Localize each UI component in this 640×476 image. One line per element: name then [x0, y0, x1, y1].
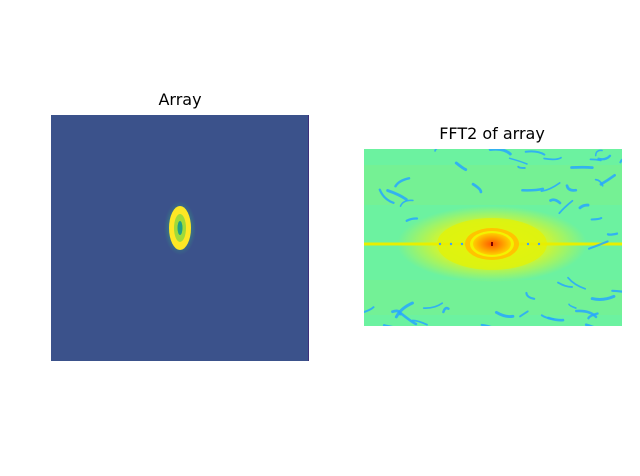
left-chart-title: Array	[158, 90, 202, 109]
speckle-mark	[584, 323, 595, 326]
speckle-mark	[549, 198, 562, 205]
left-heatmap	[51, 115, 309, 361]
speckle-mark	[394, 177, 411, 188]
speckle-mark	[517, 165, 526, 169]
speckle-mark	[587, 312, 599, 320]
line-dot	[526, 242, 530, 246]
speckle-mark	[399, 199, 414, 207]
speckle-mark	[364, 306, 375, 313]
speckle-mark	[589, 158, 602, 162]
speckle-mark	[540, 182, 561, 192]
speckle-mark	[575, 309, 598, 319]
speckle-mark	[565, 184, 578, 192]
speckle-mark	[619, 158, 622, 164]
right-heatmap	[364, 149, 622, 326]
speckle-mark	[606, 232, 619, 236]
speckle-mark	[547, 316, 565, 322]
line-dot	[438, 242, 442, 246]
speckle-mark	[611, 289, 622, 293]
speckle-mark	[405, 217, 419, 222]
speckle-mark	[519, 310, 529, 318]
speckle-mark	[434, 149, 438, 152]
speckle-mark	[508, 157, 528, 165]
speckle-mark	[525, 291, 536, 300]
speckle-mark	[594, 149, 603, 157]
upper-band	[364, 165, 622, 205]
speckle-mark	[480, 323, 492, 326]
speckle-mark	[442, 306, 450, 314]
speckle-texture	[364, 149, 622, 326]
speckle-mark	[524, 150, 546, 156]
speckle-mark	[558, 199, 574, 215]
speckle-mark	[568, 303, 577, 309]
speckle-mark	[382, 324, 393, 326]
speckle-mark	[557, 281, 574, 288]
speckle-mark	[494, 310, 515, 318]
speckle-mark	[488, 149, 512, 156]
left-heatmap-edge	[308, 115, 309, 361]
line-dot	[449, 242, 453, 246]
speckle-mark	[378, 188, 395, 204]
peak-dot	[491, 242, 493, 246]
speckle-mark	[590, 217, 603, 221]
speckle-mark	[597, 154, 612, 161]
speckle-mark	[587, 240, 609, 250]
right-chart-title: FFT2 of array	[439, 124, 545, 143]
speckle-mark	[454, 161, 468, 172]
line-dot	[537, 242, 541, 246]
speckle-mark	[594, 178, 604, 187]
speckle-mark	[422, 302, 444, 310]
speckle-mark	[567, 276, 587, 290]
speckle-mark	[590, 294, 616, 302]
speckle-mark	[394, 301, 414, 319]
line-dot	[460, 242, 464, 246]
speckle-mark	[521, 187, 545, 192]
speckle-mark	[471, 182, 483, 194]
speckle-mark	[543, 156, 562, 161]
ellipse-core	[177, 221, 183, 235]
speckle-mark	[386, 189, 408, 201]
speckle-mark	[411, 319, 428, 326]
speckle-mark	[578, 203, 590, 210]
